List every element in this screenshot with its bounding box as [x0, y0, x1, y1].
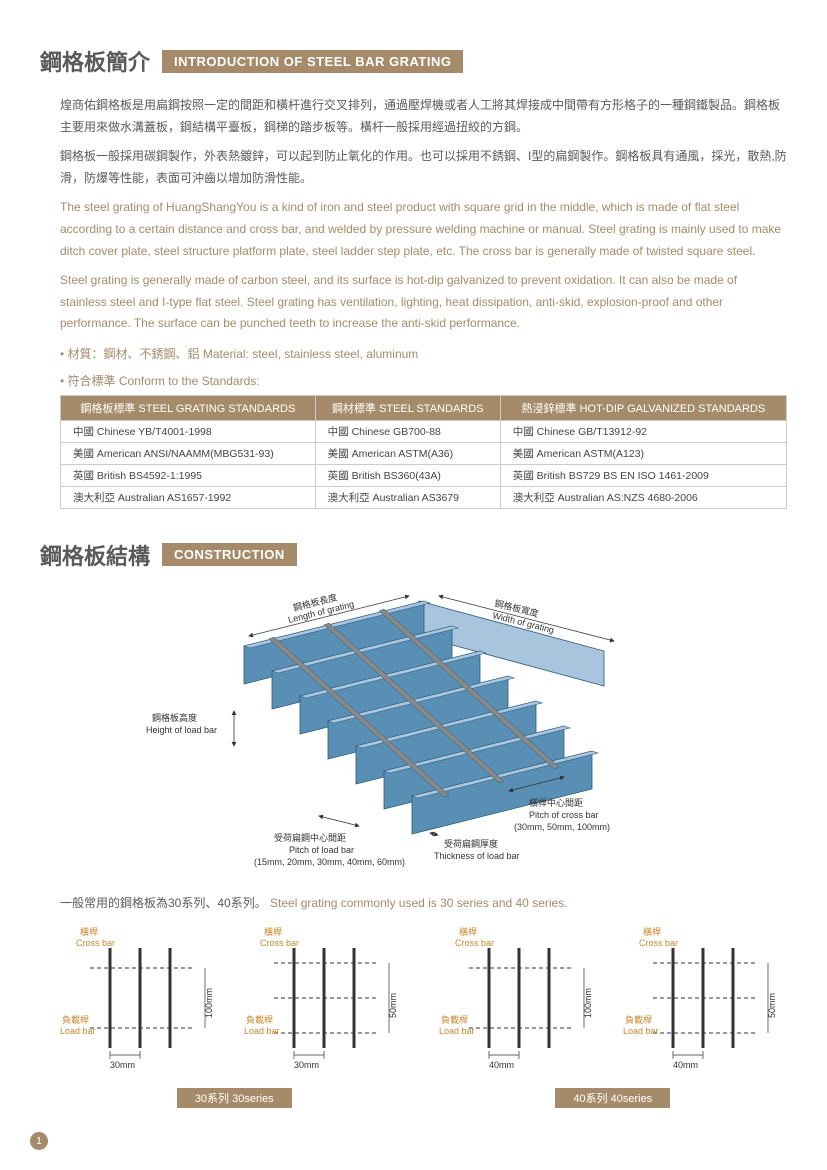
- svg-text:橫桿: 橫桿: [459, 926, 477, 937]
- svg-text:Cross bar: Cross bar: [76, 938, 115, 948]
- construction-title-cn: 鋼格板結構: [40, 539, 150, 571]
- table-header: 鋼材標準 STEEL STANDARDS: [315, 395, 500, 420]
- series-label-40: 40系列 40series: [555, 1088, 670, 1108]
- svg-text:50mm: 50mm: [388, 993, 398, 1018]
- svg-text:受荷扁鋼厚度: 受荷扁鋼厚度: [444, 838, 498, 849]
- page-number: 1: [30, 1132, 48, 1150]
- svg-text:橫桿中心間距: 橫桿中心間距: [529, 797, 583, 808]
- svg-text:負載桿: 負載桿: [625, 1014, 652, 1025]
- svg-text:(15mm, 20mm, 30mm, 40mm, 60mm): (15mm, 20mm, 30mm, 40mm, 60mm): [254, 857, 405, 867]
- svg-text:30mm: 30mm: [110, 1060, 135, 1070]
- table-row: 美國 American ANSI/NAAMM(MBG531-93)美國 Amer…: [61, 442, 787, 464]
- construction-header: 鋼格板結構 CONSTRUCTION: [40, 539, 787, 571]
- table-header: 熱浸鋅標準 HOT-DIP GALVANIZED STANDARDS: [500, 395, 786, 420]
- svg-text:橫桿: 橫桿: [80, 926, 98, 937]
- table-row: 澳大利亞 Australian AS1657-1992澳大利亞 Australi…: [61, 486, 787, 508]
- svg-text:Load bar: Load bar: [244, 1026, 280, 1036]
- svg-text:負載桿: 負載桿: [62, 1014, 89, 1025]
- series-label-30: 30系列 30series: [177, 1088, 292, 1108]
- svg-text:橫桿: 橫桿: [643, 926, 661, 937]
- svg-text:40mm: 40mm: [489, 1060, 514, 1070]
- svg-text:30mm: 30mm: [294, 1060, 319, 1070]
- intro-header: 鋼格板簡介 INTRODUCTION OF STEEL BAR GRATING: [40, 45, 787, 77]
- table-row: 中國 Chinese YB/T4001-1998中國 Chinese GB700…: [61, 420, 787, 442]
- table-header: 鋼格板標準 STEEL GRATING STANDARDS: [61, 395, 316, 420]
- construction-diagram: 鋼格板長度 Length of grating 鋼格板寬度 Width of g…: [134, 591, 694, 874]
- svg-text:40mm: 40mm: [673, 1060, 698, 1070]
- intro-para-cn1: 煌商佑鋼格板是用扁鋼按照一定的間距和橫杆進行交叉排列，通過壓焊機或者人工將其焊接…: [60, 95, 787, 138]
- intro-title-en: INTRODUCTION OF STEEL BAR GRATING: [162, 50, 463, 73]
- svg-text:(30mm, 50mm, 100mm): (30mm, 50mm, 100mm): [514, 822, 610, 832]
- standards-bullet: • 符合標準 Conform to the Standards:: [60, 372, 787, 389]
- svg-text:Load bar: Load bar: [623, 1026, 659, 1036]
- svg-text:Cross bar: Cross bar: [260, 938, 299, 948]
- svg-text:Cross bar: Cross bar: [639, 938, 678, 948]
- svg-text:Pitch of cross bar: Pitch of cross bar: [529, 810, 599, 820]
- svg-text:Cross bar: Cross bar: [455, 938, 494, 948]
- construction-title-en: CONSTRUCTION: [162, 543, 297, 566]
- svg-text:橫桿: 橫桿: [264, 926, 282, 937]
- table-row: 英國 British BS4592-1:1995英國 British BS360…: [61, 464, 787, 486]
- svg-text:100mm: 100mm: [204, 988, 214, 1018]
- svg-text:50mm: 50mm: [767, 993, 777, 1018]
- series-note: 一般常用的鋼格板為30系列、40系列。 Steel grating common…: [60, 894, 787, 911]
- series-diagrams: 橫桿Cross bar100mm負載桿Load bar30mm橫桿Cross b…: [60, 923, 787, 1108]
- svg-text:鋼格板高度: 鋼格板高度: [152, 712, 197, 723]
- svg-text:100mm: 100mm: [583, 988, 593, 1018]
- intro-para-en2: Steel grating is generally made of carbo…: [60, 270, 787, 335]
- series-diagram: 橫桿Cross bar 50mm 負載桿Load bar 30mm: [244, 923, 404, 1073]
- svg-text:負載桿: 負載桿: [441, 1014, 468, 1025]
- series-diagram: 橫桿Cross bar 100mm 負載桿Load bar 30mm: [60, 923, 220, 1073]
- series-diagram: 橫桿Cross bar 50mm 負載桿Load bar 40mm: [623, 923, 783, 1073]
- standards-table: 鋼格板標準 STEEL GRATING STANDARDS 鋼材標準 STEEL…: [60, 395, 787, 509]
- svg-text:Pitch of load bar: Pitch of load bar: [289, 845, 354, 855]
- svg-text:負載桿: 負載桿: [246, 1014, 273, 1025]
- svg-text:Load bar: Load bar: [60, 1026, 96, 1036]
- intro-para-en1: The steel grating of HuangShangYou is a …: [60, 197, 787, 262]
- svg-text:Height of load bar: Height of load bar: [146, 725, 217, 735]
- intro-title-cn: 鋼格板簡介: [40, 45, 150, 77]
- material-bullet: • 材質：鋼材、不銹鋼、鋁 Material: steel, stainless…: [60, 345, 787, 362]
- intro-para-cn2: 鋼格板一般採用碳鋼製作，外表熱鍍鋅，可以起到防止氧化的作用。也可以採用不銹鋼、I…: [60, 146, 787, 189]
- svg-text:Thickness of load bar: Thickness of load bar: [434, 851, 520, 861]
- svg-text:受荷扁鋼中心間距: 受荷扁鋼中心間距: [274, 832, 346, 843]
- series-diagram: 橫桿Cross bar 100mm 負載桿Load bar 40mm: [439, 923, 599, 1073]
- svg-text:Load bar: Load bar: [439, 1026, 475, 1036]
